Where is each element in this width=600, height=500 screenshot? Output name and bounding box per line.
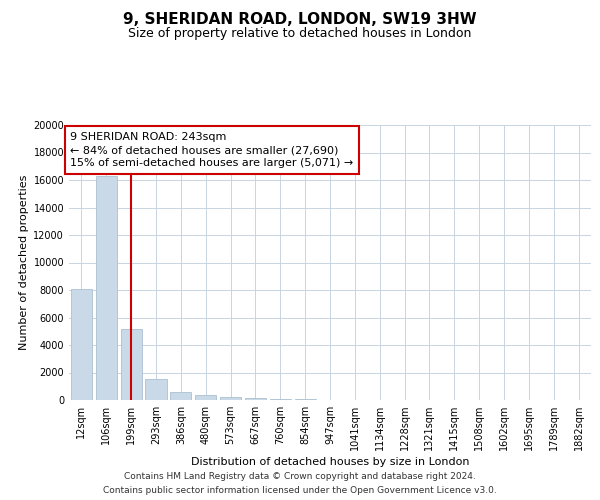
Text: 9 SHERIDAN ROAD: 243sqm
← 84% of detached houses are smaller (27,690)
15% of sem: 9 SHERIDAN ROAD: 243sqm ← 84% of detache… <box>70 132 353 168</box>
Bar <box>71 290 92 400</box>
Text: Contains public sector information licensed under the Open Government Licence v3: Contains public sector information licen… <box>103 486 497 495</box>
Bar <box>195 396 216 400</box>
Bar <box>245 398 266 400</box>
Text: 9, SHERIDAN ROAD, LONDON, SW19 3HW: 9, SHERIDAN ROAD, LONDON, SW19 3HW <box>123 12 477 28</box>
Bar <box>121 329 142 400</box>
Bar <box>170 392 191 400</box>
Bar <box>145 380 167 400</box>
Bar <box>220 397 241 400</box>
X-axis label: Distribution of detached houses by size in London: Distribution of detached houses by size … <box>191 458 469 468</box>
Bar <box>270 399 291 400</box>
Bar <box>96 176 117 400</box>
Y-axis label: Number of detached properties: Number of detached properties <box>19 175 29 350</box>
Text: Contains HM Land Registry data © Crown copyright and database right 2024.: Contains HM Land Registry data © Crown c… <box>124 472 476 481</box>
Text: Size of property relative to detached houses in London: Size of property relative to detached ho… <box>128 28 472 40</box>
